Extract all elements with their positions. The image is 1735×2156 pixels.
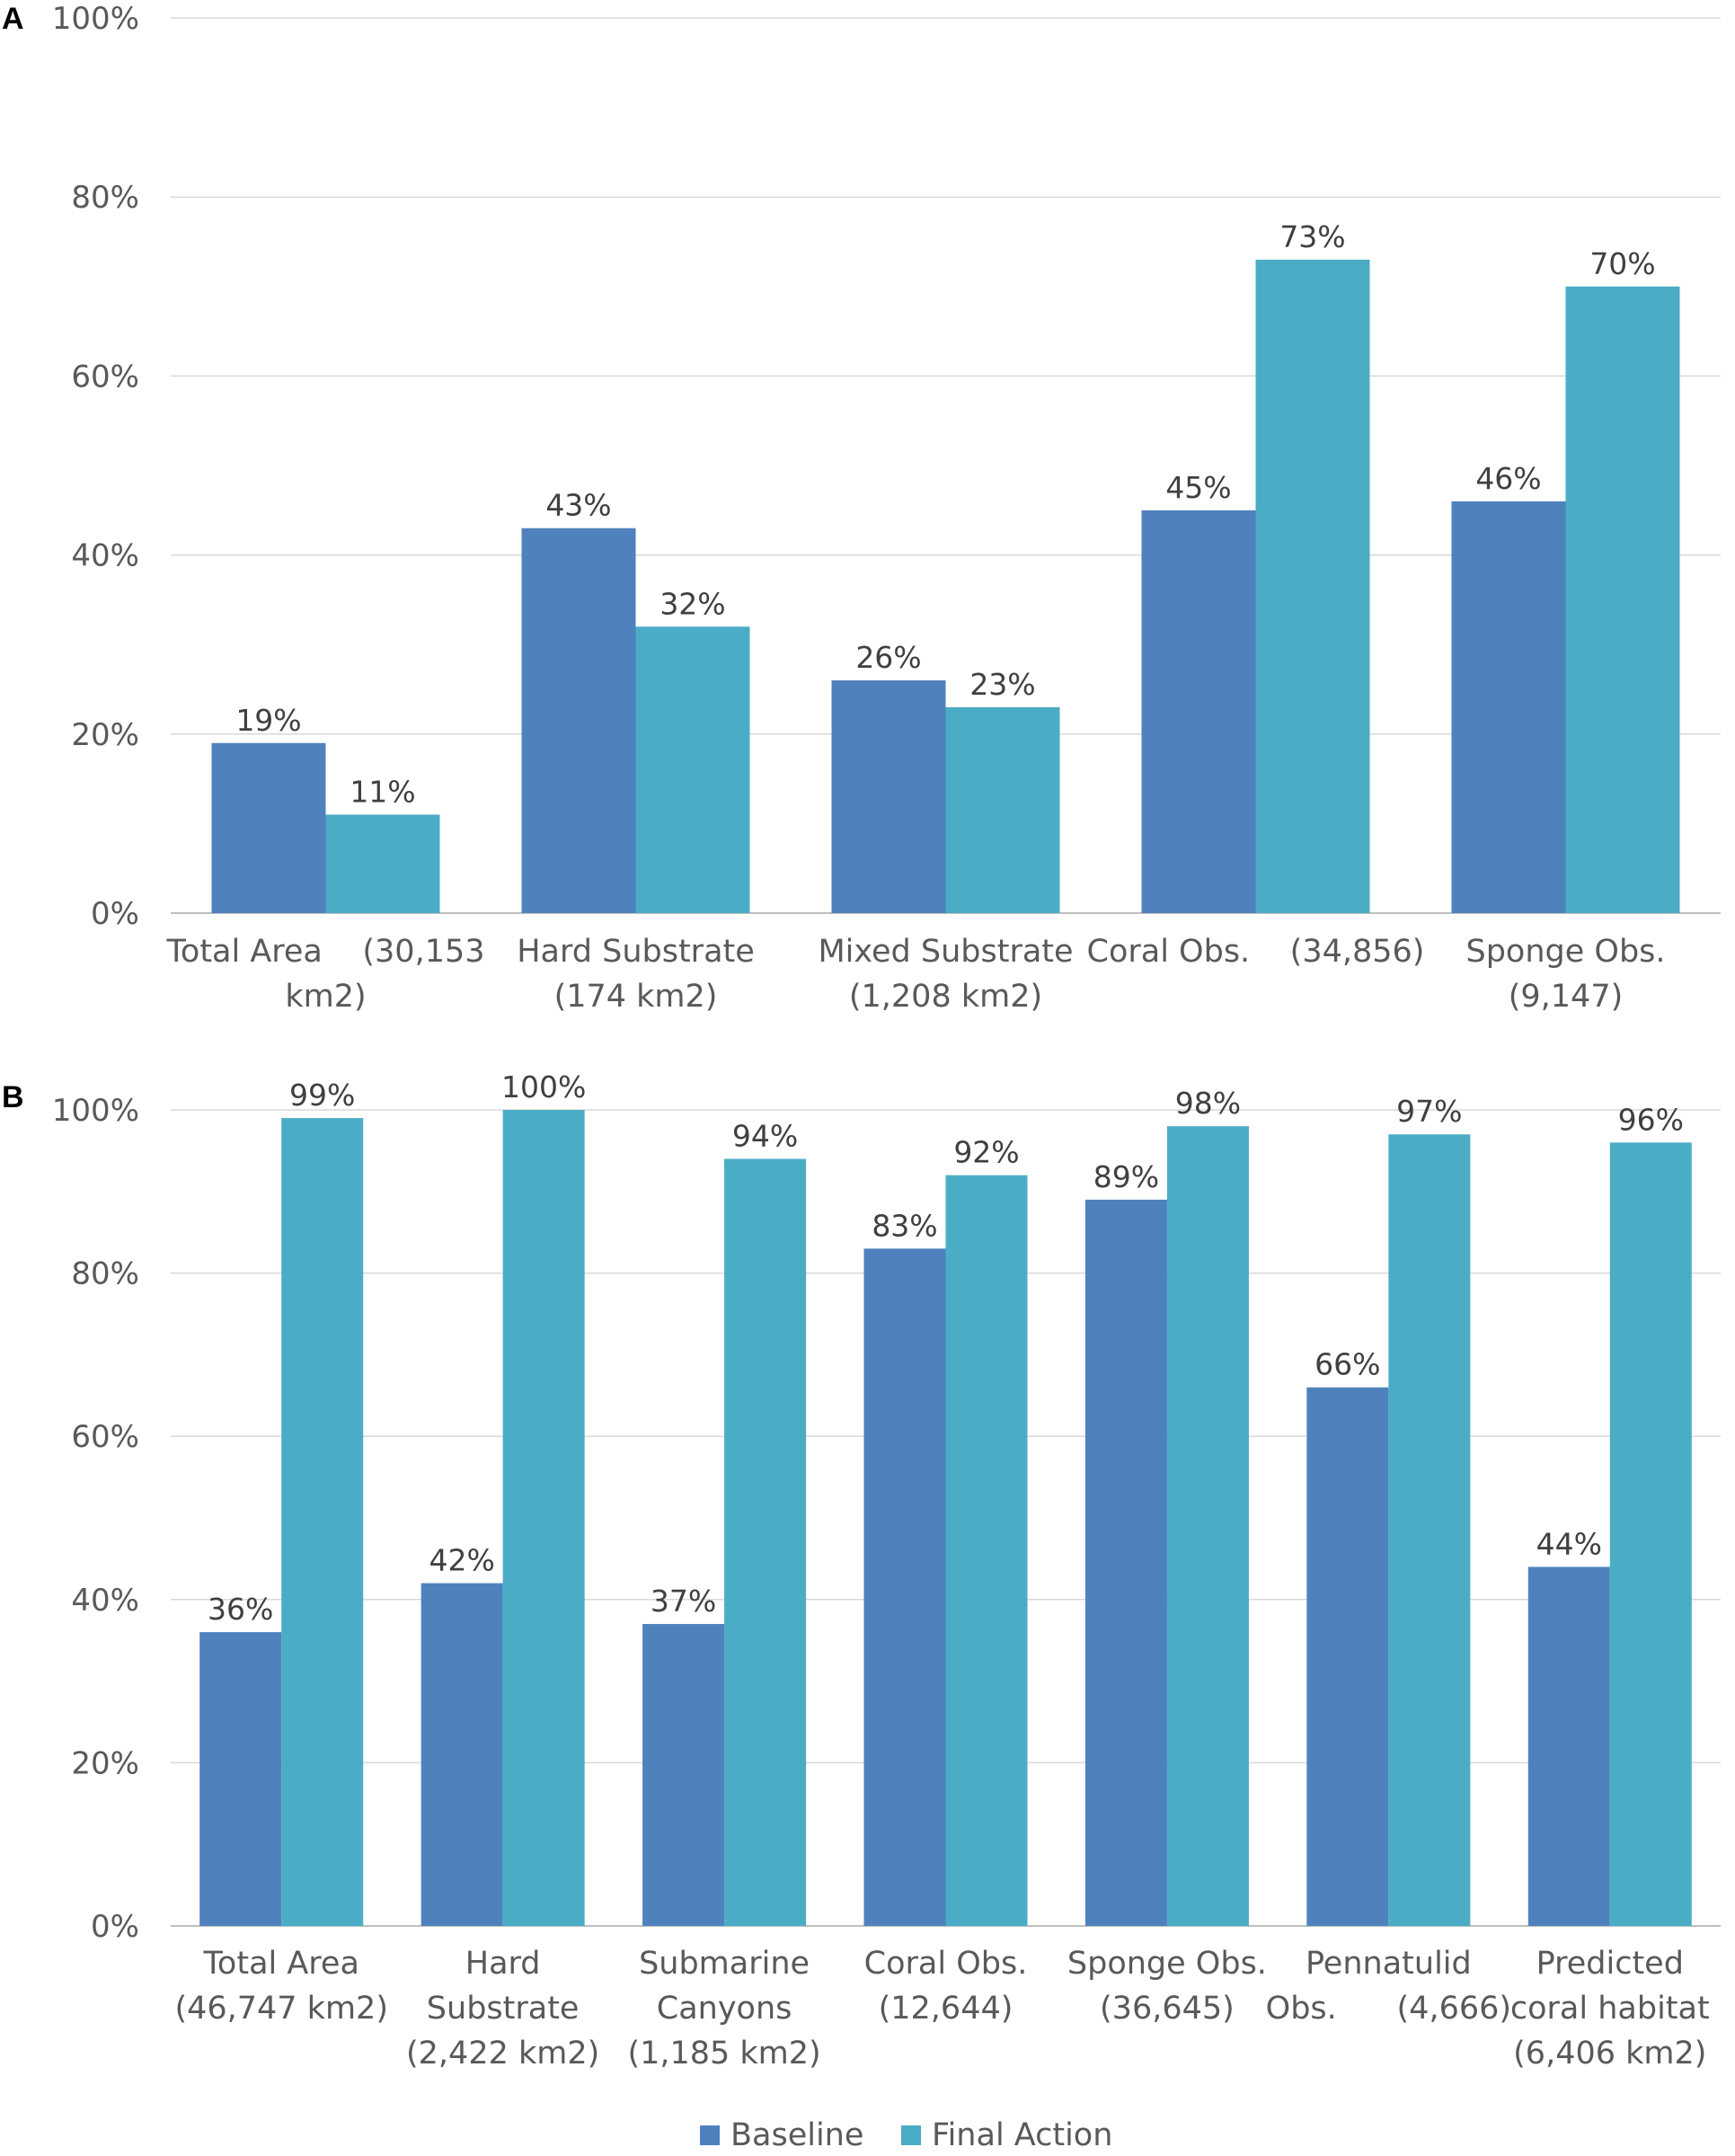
data-label: 89%: [1093, 1159, 1159, 1194]
y-tick-label: 0%: [91, 896, 139, 932]
category-label: (9,147): [1509, 979, 1624, 1015]
bar-final-action: [1388, 1134, 1470, 1926]
bar-baseline: [421, 1584, 503, 1926]
legend-label: Baseline: [730, 2117, 863, 2153]
bar-final-action: [946, 707, 1060, 913]
y-tick-label: 100%: [52, 1093, 139, 1129]
category-label: (12,644): [879, 1991, 1014, 2027]
category-label: (36,645): [1100, 1991, 1235, 2027]
data-label: 23%: [969, 667, 1035, 702]
data-label: 73%: [1279, 219, 1345, 254]
bar-baseline: [832, 680, 946, 913]
category-label: Coral Obs. (34,856): [1087, 934, 1425, 970]
chart-a: 0% 20% 40% 60% 80% 100% 19% 11% Total Area (30,1…: [52, 1, 1721, 1015]
bar-final-action: [1167, 1126, 1249, 1926]
data-label: 99%: [289, 1078, 355, 1113]
category-label: Obs. (4,666): [1266, 1991, 1511, 2027]
category-label: Canyons: [657, 1991, 792, 2027]
y-tick-label: 40%: [71, 1583, 139, 1619]
legend-swatch: [700, 2125, 720, 2145]
y-tick-label: 80%: [71, 180, 139, 216]
bar-final-action: [326, 814, 440, 913]
data-label: 98%: [1175, 1086, 1241, 1121]
data-label: 97%: [1396, 1094, 1462, 1129]
category-label: Submarine: [639, 1946, 810, 1982]
bar-final-action: [724, 1158, 806, 1926]
bar-baseline: [1306, 1388, 1388, 1926]
y-tick-label: 80%: [71, 1256, 139, 1292]
data-label: 45%: [1165, 470, 1231, 505]
y-tick-label: 0%: [91, 1909, 139, 1945]
data-label: 36%: [208, 1592, 273, 1627]
data-label: 44%: [1536, 1526, 1602, 1561]
data-label: 92%: [953, 1135, 1019, 1170]
bar-baseline: [212, 743, 326, 913]
category-label: coral habitat: [1510, 1991, 1710, 2027]
bar-baseline: [1452, 501, 1566, 913]
category-label: (46,747 km2): [174, 1991, 388, 2027]
y-tick-label: 100%: [52, 1, 139, 37]
chart-b: 0% 20% 40% 60% 80% 100% 36% 99% Total Area (46,74…: [52, 1069, 1721, 2072]
data-label: 70%: [1589, 246, 1655, 281]
category-label: Sponge Obs.: [1067, 1946, 1267, 1982]
legend-label: Final Action: [932, 2117, 1112, 2153]
data-label: 96%: [1618, 1102, 1684, 1137]
figure: A B 0% 20% 40% 60% 80% 100% 19% 11% Total Area (…: [0, 0, 1735, 2156]
category-label: Total Area: [203, 1946, 359, 1982]
category-label: Pennatulid: [1306, 1946, 1472, 1982]
data-label: 43%: [545, 488, 611, 523]
bar-baseline: [1142, 510, 1256, 913]
bar-final-action: [946, 1176, 1028, 1926]
bar-final-action: [636, 626, 750, 913]
y-tick-label: 60%: [71, 359, 139, 395]
data-label: 32%: [659, 586, 725, 621]
bar-final-action: [1256, 260, 1370, 913]
legend: Baseline Final Action: [700, 2117, 1112, 2153]
bar-baseline: [1528, 1566, 1610, 1926]
bar-baseline: [864, 1248, 946, 1926]
bar-final-action: [503, 1110, 585, 1926]
category-label: km2): [285, 979, 366, 1015]
category-label: Sponge Obs.: [1465, 934, 1665, 970]
bar-final-action: [1566, 287, 1680, 913]
data-label: 94%: [732, 1118, 798, 1153]
data-label: 100%: [501, 1069, 586, 1105]
data-label: 42%: [429, 1543, 494, 1578]
y-tick-label: 20%: [71, 717, 139, 753]
bar-baseline: [1085, 1200, 1167, 1926]
data-label: 11%: [350, 774, 415, 809]
data-label: 66%: [1315, 1347, 1380, 1382]
data-label: 26%: [855, 640, 921, 675]
legend-swatch: [901, 2125, 921, 2145]
bar-baseline: [199, 1632, 281, 1926]
category-label: Total Area (30,153: [165, 934, 484, 970]
y-tick-label: 40%: [71, 538, 139, 574]
category-label: (6,406 km2): [1513, 2036, 1706, 2072]
y-tick-label: 20%: [71, 1745, 139, 1781]
bar-baseline: [642, 1624, 724, 1926]
panel-label-a: A: [2, 2, 24, 36]
bar-final-action: [1610, 1142, 1692, 1926]
data-label: 83%: [872, 1208, 937, 1243]
panel-label-b: B: [2, 1080, 24, 1114]
category-label: Hard Substrate: [517, 934, 755, 970]
bar-final-action: [281, 1118, 363, 1926]
category-label: Coral Obs.: [864, 1946, 1028, 1982]
y-tick-label: 60%: [71, 1419, 139, 1455]
category-label: (1,185 km2): [627, 2036, 820, 2072]
category-label: (1,208 km2): [849, 979, 1042, 1015]
data-label: 46%: [1475, 461, 1541, 496]
category-label: Predicted: [1536, 1946, 1684, 1982]
data-label: 37%: [651, 1584, 716, 1619]
category-label: (174 km2): [554, 979, 718, 1015]
data-label: 19%: [235, 703, 301, 738]
category-label: (2,422 km2): [406, 2036, 599, 2072]
category-label: Hard: [465, 1946, 541, 1982]
category-label: Mixed Substrate: [818, 934, 1073, 970]
bar-baseline: [522, 528, 636, 913]
category-label: Substrate: [427, 1991, 580, 2027]
